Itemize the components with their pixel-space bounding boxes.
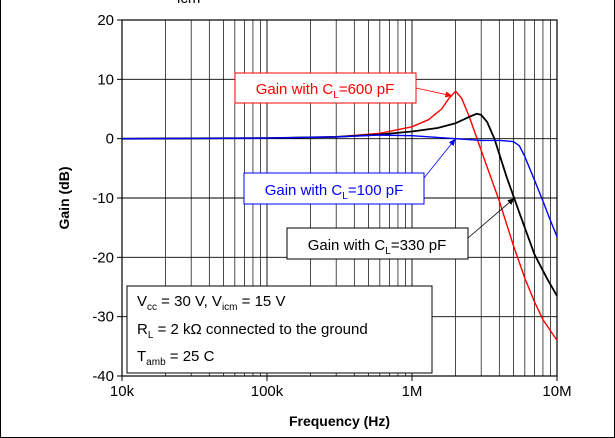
y-axis-title: Gain (dB) [56,167,72,230]
annotation-100pf-box [243,172,425,205]
arrowhead [448,138,456,147]
y-tick-label: -20 [92,249,114,266]
annotation-100pf: Gain with CL=100 pF [243,138,456,205]
test-conditions-box [126,285,433,374]
series-line-gain-with-c-l-100-pf [121,134,558,237]
x-tick-label: 1M [402,383,423,400]
arrowhead [507,198,515,205]
test-conditions: Vcc = 30 V, Vicm = 15 V RL = 2 kΩ connec… [126,285,433,374]
y-tick-label: 10 [97,71,114,88]
y-tick-label: 0 [106,131,114,148]
top-fragment-text: icm [177,0,200,7]
annotation-600pf: Gain with CL=600 pF [234,72,453,104]
y-tick-label: -30 [92,309,114,326]
series-line-gain-with-c-l-600-pf [121,90,558,341]
annotation-600pf-label: Gain with CL=600 pF [256,81,395,101]
x-tick-label: 100k [251,383,284,400]
annotation-330pf-label: Gain with CL=330 pF [308,237,447,257]
annotation-330pf: Gain with CL=330 pF [286,197,515,260]
series-lines [121,90,558,341]
conditions-load-line: RL = 2 kΩ connected to the ground [137,321,368,341]
x-tick-label: 10M [542,383,571,400]
annotation-100pf-label: Gain with CL=100 pF [265,182,404,202]
y-tick-label: -10 [92,190,114,207]
y-tick-label: 20 [97,12,114,29]
annotation-330pf-leader [467,197,515,239]
conditions-supply-line: Vcc = 30 V, Vicm = 15 V [137,293,285,313]
annotation-330pf-box [286,227,469,260]
arrowhead [444,91,453,98]
conditions-temperature-line: Tamb = 25 C [137,348,215,368]
x-tick-label: 10k [110,383,135,400]
annotation-600pf-box [234,72,417,104]
x-axis-title: Frequency (Hz) [289,413,390,429]
annotation-100pf-leader [423,138,456,179]
y-tick-label: -40 [92,368,114,385]
